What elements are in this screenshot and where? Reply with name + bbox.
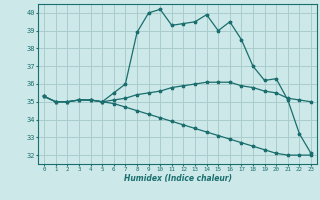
X-axis label: Humidex (Indice chaleur): Humidex (Indice chaleur) [124,174,232,183]
